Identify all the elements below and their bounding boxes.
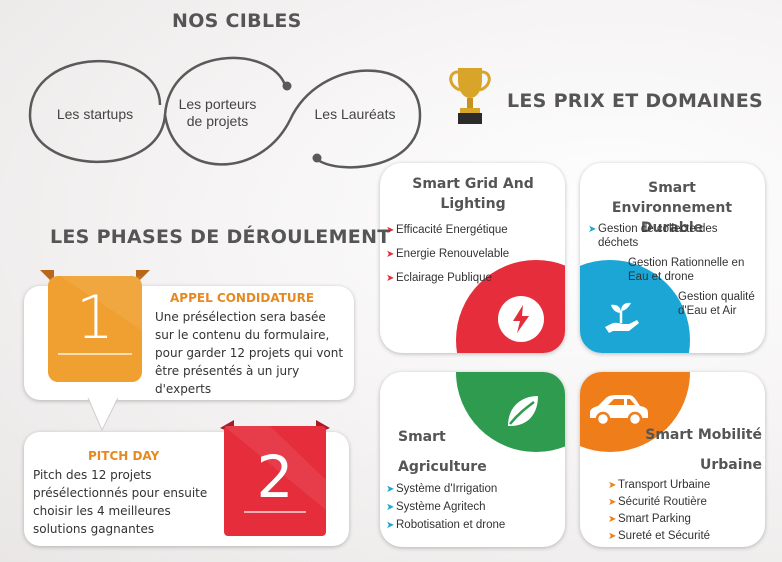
list-item: ➤ Système d'Irrigation xyxy=(386,483,498,495)
targets-title: NOS CIBLES xyxy=(172,10,302,32)
domain-list-smart-env: ➤ Gestion de collecte des déchets Gestion… xyxy=(588,222,760,328)
arrow-icon: ➤ xyxy=(386,484,395,495)
domain-list-smart-agri: ➤ Système d'Irrigation ➤ Système Agritech … xyxy=(386,482,556,542)
domain-title-smart-agri: Smart Agriculture xyxy=(398,429,487,475)
list-item: Gestion Rationnelle en Eau et drone xyxy=(628,257,745,283)
domain-list-smart-mobility: ➤ Transport Urbaine ➤ Sécurité Routière ➤ S… xyxy=(608,478,758,553)
prizes-title: LES PRIX ET DOMAINES xyxy=(507,90,763,112)
phase-1-number: 1 xyxy=(75,283,115,353)
list-item: ➤ Gestion de collecte des déchets xyxy=(588,223,718,249)
arrow-icon: ➤ xyxy=(608,531,617,542)
phase-2-number: 2 xyxy=(256,443,294,511)
arrow-icon: ➤ xyxy=(386,273,395,284)
arrow-icon: ➤ xyxy=(608,514,617,525)
phases-title: LES PHASES DE DÉROULEMENT xyxy=(50,226,391,248)
arrow-icon: ➤ xyxy=(386,520,395,531)
target-laureats: Les Lauréats xyxy=(314,106,396,122)
arrow-icon: ➤ xyxy=(608,497,617,508)
arrow-icon: ➤ xyxy=(386,225,395,236)
list-item: ➤ Sécurité Routière xyxy=(608,496,707,508)
domain-card-smart-env xyxy=(580,163,765,353)
list-item: ➤ Efficacité Energétique xyxy=(386,224,508,236)
list-item: ➤ Sureté et Sécurité xyxy=(608,530,711,542)
list-item: Gestion qualité d'Eau et Air xyxy=(678,291,755,317)
target-porteurs: Les porteurs de projets xyxy=(178,96,257,129)
list-item: ➤ Transport Urbaine xyxy=(608,479,711,491)
lightning-icon xyxy=(498,296,544,342)
phase-2-text: Pitch des 12 projets présélectionnés pou… xyxy=(33,468,208,536)
bubble-tail xyxy=(87,396,119,432)
domain-title-smart-grid: Smart Grid And Lighting xyxy=(412,176,534,212)
phase-1-text: Une présélection sera basée sur le conte… xyxy=(155,310,344,396)
trophy-icon xyxy=(449,68,491,124)
arrow-icon: ➤ xyxy=(608,480,617,491)
domain-list-smart-grid: ➤ Efficacité Energétique ➤ Energie Renouve… xyxy=(386,223,546,295)
list-item: ➤ Smart Parking xyxy=(608,513,691,525)
arrow-icon: ➤ xyxy=(588,224,597,235)
leaf-icon xyxy=(498,388,546,436)
phase-2-heading: PITCH DAY xyxy=(88,449,160,463)
list-item: ➤ Eclairage Publique xyxy=(386,272,492,284)
phase-1-number-badge: 1 xyxy=(40,270,150,382)
list-item: ➤ Energie Renouvelable xyxy=(386,248,510,260)
list-item: ➤ Robotisation et drone xyxy=(386,519,506,531)
arrow-icon: ➤ xyxy=(386,249,395,260)
domain-title-smart-env: Smart Environnement Durable xyxy=(611,180,733,236)
list-item: ➤ Système Agritech xyxy=(386,501,486,513)
domain-title-smart-mobility: Smart Mobilité Urbaine xyxy=(645,427,762,473)
target-startups: Les startups xyxy=(56,106,134,122)
arrow-icon: ➤ xyxy=(386,502,395,513)
car-icon xyxy=(586,390,652,430)
sprout-hand-icon xyxy=(597,293,645,341)
targets-infinity-curve xyxy=(28,56,422,169)
phase-2-number-badge: 2 xyxy=(220,420,330,538)
phase-1-heading: APPEL CONDIDATURE xyxy=(170,291,315,305)
